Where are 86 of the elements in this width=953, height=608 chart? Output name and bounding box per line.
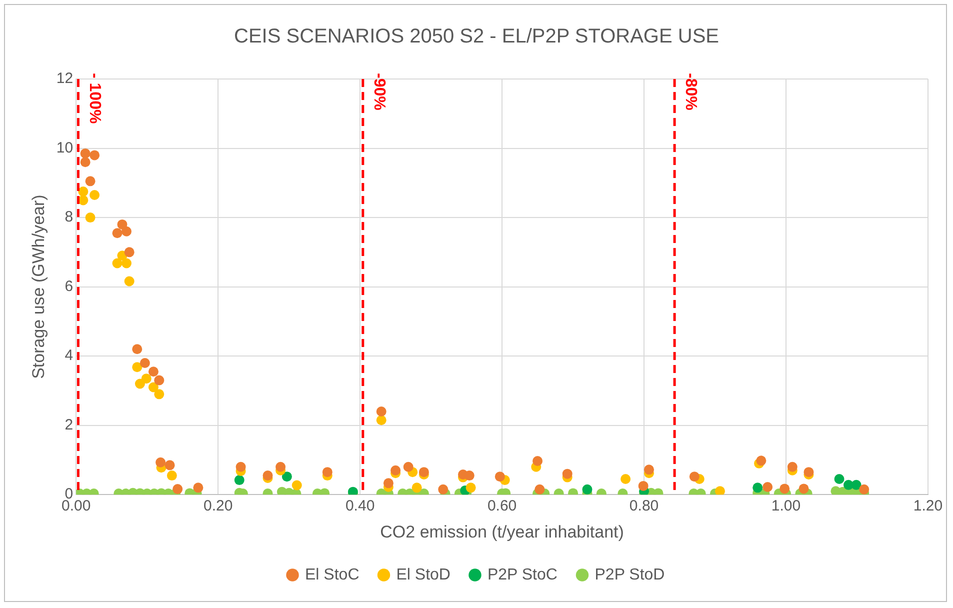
- point: [282, 472, 292, 482]
- point: [121, 226, 132, 236]
- annotation: -80%: [682, 73, 700, 110]
- annotation: -90%: [370, 73, 388, 110]
- point: [80, 148, 90, 158]
- annotation: - 100%: [86, 73, 103, 124]
- point: [780, 484, 790, 494]
- point: [124, 247, 134, 258]
- x-tick-label: 1.20: [913, 498, 943, 515]
- point: [148, 366, 158, 377]
- chart-title: CEIS SCENARIOS 2050 S2 - EL/P2P STORAGE USE: [234, 26, 720, 48]
- x-tick-label: 1.00: [771, 498, 801, 515]
- point: [689, 472, 700, 482]
- point: [464, 470, 474, 481]
- x-tick-label: 0.40: [345, 498, 375, 515]
- x-axis-title: CO2 emission (t/year inhabitant): [380, 522, 624, 542]
- y-axis-title: Storage use (GWh/year): [28, 194, 48, 379]
- point: [834, 474, 844, 484]
- point: [132, 344, 142, 354]
- point: [376, 415, 386, 426]
- point: [90, 150, 100, 160]
- point: [172, 484, 183, 494]
- point: [276, 462, 286, 472]
- x-tick-label: 0.80: [629, 498, 659, 515]
- point: [804, 467, 814, 478]
- point: [562, 468, 572, 479]
- point: [121, 258, 132, 268]
- point: [80, 157, 90, 168]
- point: [140, 358, 150, 368]
- point: [714, 486, 725, 495]
- point: [154, 389, 164, 400]
- point: [141, 374, 152, 384]
- point: [851, 480, 862, 490]
- legend-label: El StoD: [396, 566, 450, 584]
- point: [148, 382, 158, 392]
- point: [193, 482, 204, 493]
- x-tick-label: 0.60: [487, 498, 517, 515]
- point: [620, 474, 631, 484]
- y-tick-label: 8: [64, 208, 74, 226]
- point: [166, 470, 177, 481]
- point: [164, 460, 175, 470]
- point: [638, 480, 648, 491]
- point: [756, 456, 766, 466]
- y-tick-label: 6: [64, 278, 74, 295]
- point: [798, 484, 809, 494]
- point: [383, 478, 394, 488]
- point: [532, 456, 543, 466]
- y-tick-label: 4: [64, 347, 74, 364]
- point: [418, 467, 429, 478]
- point: [234, 475, 244, 486]
- point: [403, 462, 414, 472]
- point: [154, 375, 164, 386]
- point: [112, 228, 122, 238]
- point: [582, 484, 592, 494]
- point: [292, 480, 302, 490]
- y-tick-label: 10: [56, 139, 74, 156]
- point: [390, 465, 401, 476]
- point: [85, 212, 96, 223]
- y-tick-label: 12: [56, 70, 74, 88]
- point: [466, 482, 476, 493]
- point: [787, 462, 798, 472]
- legend-label: El StoC: [305, 566, 360, 584]
- point: [132, 362, 142, 372]
- point: [90, 190, 100, 200]
- point: [156, 457, 166, 468]
- point: [236, 462, 246, 472]
- point: [752, 482, 763, 493]
- point: [412, 482, 422, 493]
- point: [134, 378, 145, 389]
- x-tick-label: 0.20: [203, 498, 233, 515]
- point: [534, 484, 545, 494]
- legend-label: P2P StoC: [487, 566, 558, 584]
- point: [859, 484, 870, 494]
- legend-label: P2P StoD: [594, 566, 665, 584]
- point: [78, 195, 88, 206]
- point: [644, 464, 654, 475]
- point: [494, 472, 505, 482]
- y-tick-label: 2: [64, 416, 74, 434]
- point: [438, 484, 448, 494]
- point: [762, 482, 773, 492]
- point: [124, 276, 134, 286]
- point: [322, 467, 332, 478]
- point: [78, 186, 88, 197]
- point: [85, 176, 96, 186]
- point: [376, 406, 386, 416]
- point: [112, 258, 122, 268]
